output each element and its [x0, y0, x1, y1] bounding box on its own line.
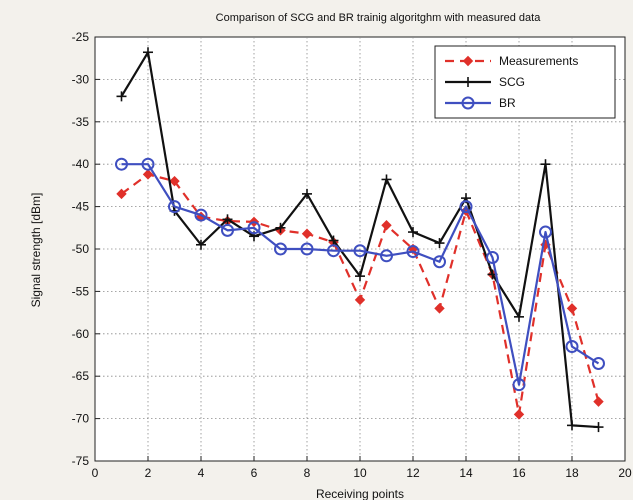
chart-title: Comparison of SCG and BR trainig algorit…	[216, 12, 542, 24]
data-point-br	[380, 249, 393, 263]
legend: Measurements SCG BR	[434, 45, 616, 119]
data-point-br	[433, 255, 446, 269]
y-axis-label: Signal strength [dBm]	[29, 193, 43, 308]
data-point-br	[539, 225, 552, 239]
data-point-br	[115, 157, 128, 171]
data-point-br	[406, 245, 420, 259]
legend-marker	[462, 55, 474, 67]
y-tick-label: -65	[72, 369, 90, 383]
data-point-scg	[328, 235, 339, 246]
y-tick-label: -70	[72, 412, 90, 426]
x-tick-label: 12	[406, 466, 420, 480]
x-tick-label: 4	[198, 466, 205, 480]
x-tick-label: 8	[304, 466, 311, 480]
y-tick-label: -40	[72, 157, 90, 171]
data-point-measurements	[354, 294, 366, 306]
data-point-br	[141, 157, 155, 171]
data-point-measurements	[566, 303, 578, 314]
legend-label: Measurements	[499, 54, 578, 68]
x-tick-label: 16	[512, 466, 526, 480]
series-scg	[116, 47, 604, 433]
x-axis-label: Receiving points	[316, 487, 404, 500]
data-point-measurements	[513, 409, 525, 420]
data-point-measurements	[301, 228, 313, 239]
x-tick-label: 6	[251, 466, 258, 480]
series-group	[115, 47, 605, 433]
data-point-scg	[275, 222, 286, 233]
x-tick-label: 14	[459, 466, 473, 480]
x-tick-label: 18	[565, 466, 579, 480]
legend-item-scg: SCG	[445, 75, 525, 89]
y-tick-label: -25	[72, 30, 90, 44]
data-point-measurements	[434, 303, 445, 314]
legend-item-br: BR	[445, 96, 516, 110]
y-tick-label: -45	[72, 200, 90, 214]
data-point-scg	[540, 159, 551, 170]
data-point-scg	[434, 238, 445, 249]
legend-label: SCG	[499, 75, 525, 89]
data-point-br	[592, 356, 605, 370]
data-point-br	[221, 223, 234, 237]
data-point-br	[353, 244, 367, 258]
data-point-br	[194, 208, 208, 222]
data-point-br	[300, 242, 314, 256]
y-tick-label: -35	[72, 115, 90, 129]
data-point-scg	[593, 422, 604, 433]
y-tick-label: -50	[72, 242, 90, 256]
data-point-br	[512, 378, 526, 392]
y-tick-label: -75	[72, 454, 90, 468]
data-point-scg	[196, 239, 206, 250]
data-point-scg	[116, 91, 127, 102]
data-point-scg	[222, 214, 233, 225]
data-point-measurements	[381, 220, 392, 231]
x-tick-label: 0	[92, 466, 99, 480]
y-tick-label: -55	[72, 284, 90, 298]
data-point-measurements	[142, 169, 154, 180]
data-point-scg	[514, 311, 524, 322]
x-tick-label: 10	[353, 466, 367, 480]
data-point-br	[327, 244, 340, 258]
data-point-br	[274, 242, 287, 256]
legend-marker	[461, 96, 475, 110]
legend-item-measurements: Measurements	[445, 54, 578, 68]
data-point-scg	[302, 188, 312, 199]
data-point-br	[486, 250, 499, 264]
data-point-measurements	[116, 188, 127, 200]
legend-marker	[463, 77, 473, 87]
data-point-br	[459, 200, 473, 214]
data-point-scg	[408, 227, 418, 238]
y-tick-label: -60	[72, 327, 90, 341]
series-line-br	[121, 163, 600, 386]
legend-label: BR	[499, 96, 516, 110]
x-tick-label: 2	[145, 466, 152, 480]
data-point-scg	[355, 271, 365, 282]
series-br	[115, 157, 605, 392]
data-point-measurements	[593, 396, 604, 407]
axis-ticks: 0 2 4 6 8 10 12 14 16 18 20 -25 -30 -35 -40 -45 -50 -55 -6…	[72, 30, 632, 480]
x-tick-label: 20	[618, 466, 632, 480]
data-point-measurements	[169, 175, 180, 187]
data-point-br	[247, 221, 261, 235]
y-tick-label: -30	[72, 72, 90, 86]
data-point-br	[565, 340, 579, 354]
data-point-br	[168, 200, 181, 214]
data-point-scg	[143, 47, 153, 58]
data-point-scg	[381, 174, 392, 185]
data-point-scg	[567, 420, 577, 431]
